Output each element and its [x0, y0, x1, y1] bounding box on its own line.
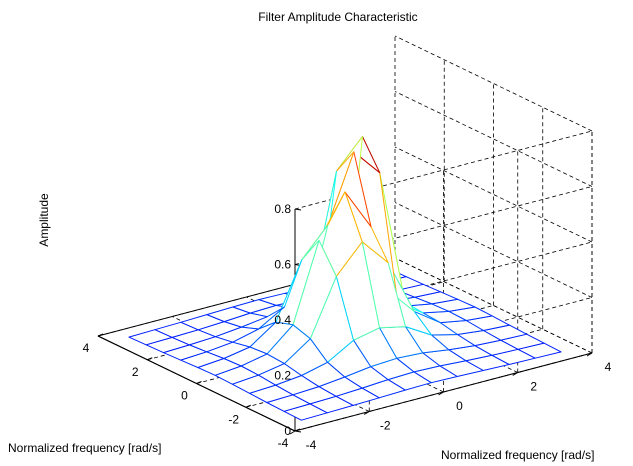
y-gridline: [394, 257, 593, 354]
z-tick-labels: 0 0.2 0.4 0.6 0.8: [274, 202, 291, 438]
chart-title: Filter Amplitude Characteristic: [258, 10, 417, 24]
x-tick-mark: [97, 333, 104, 337]
z-tick-mark: [294, 208, 302, 211]
y-tick-label: 4: [605, 360, 612, 374]
y-axis-label: Normalized frequency [rad/s]: [441, 448, 594, 462]
y-tick-mark: [586, 352, 593, 357]
x-tick-label: 0: [181, 389, 188, 403]
x-tick-mark: [294, 428, 301, 432]
z-tick-label: 0: [284, 424, 291, 438]
y-tick-mark: [363, 411, 370, 415]
x-tick-mark: [245, 404, 251, 408]
x-tick-label: 4: [83, 341, 90, 355]
y-tick-label: 2: [530, 380, 537, 394]
z-gridline: [394, 146, 593, 243]
z-tick-label: 0.4: [274, 313, 291, 327]
z-gridline: [394, 202, 593, 298]
x-tick-label: -4: [278, 436, 289, 450]
y-tick-label: -2: [380, 419, 391, 433]
surface-patch: [128, 329, 173, 346]
z-tick-label: 0.6: [274, 258, 291, 272]
y-tick-label: -4: [306, 438, 317, 452]
z-tick-label: 0.8: [274, 202, 291, 216]
x-tick-label: -2: [228, 412, 239, 426]
y-tick-mark: [289, 430, 296, 435]
surface-mesh: [128, 136, 562, 421]
z-gridline: [394, 91, 593, 187]
x-tick-label: 2: [132, 365, 139, 379]
y-tick-labels: -4 -2 0 2 4: [306, 360, 612, 452]
x-tick-labels: -4 -2 0 2 4: [83, 341, 289, 450]
x-tick-mark: [147, 357, 153, 361]
z-tick-mark: [294, 430, 302, 433]
y-tick-label: 0: [456, 399, 463, 413]
z-axis-label: Amplitude: [37, 193, 51, 247]
z-tick-label: 0.2: [274, 369, 291, 383]
x-tick-mark: [196, 381, 202, 384]
y-tick-mark: [512, 372, 519, 376]
z-gridline: [394, 35, 593, 132]
x-axis-label: Normalized frequency [rad/s]: [8, 441, 161, 455]
y-tick-mark: [438, 391, 444, 396]
